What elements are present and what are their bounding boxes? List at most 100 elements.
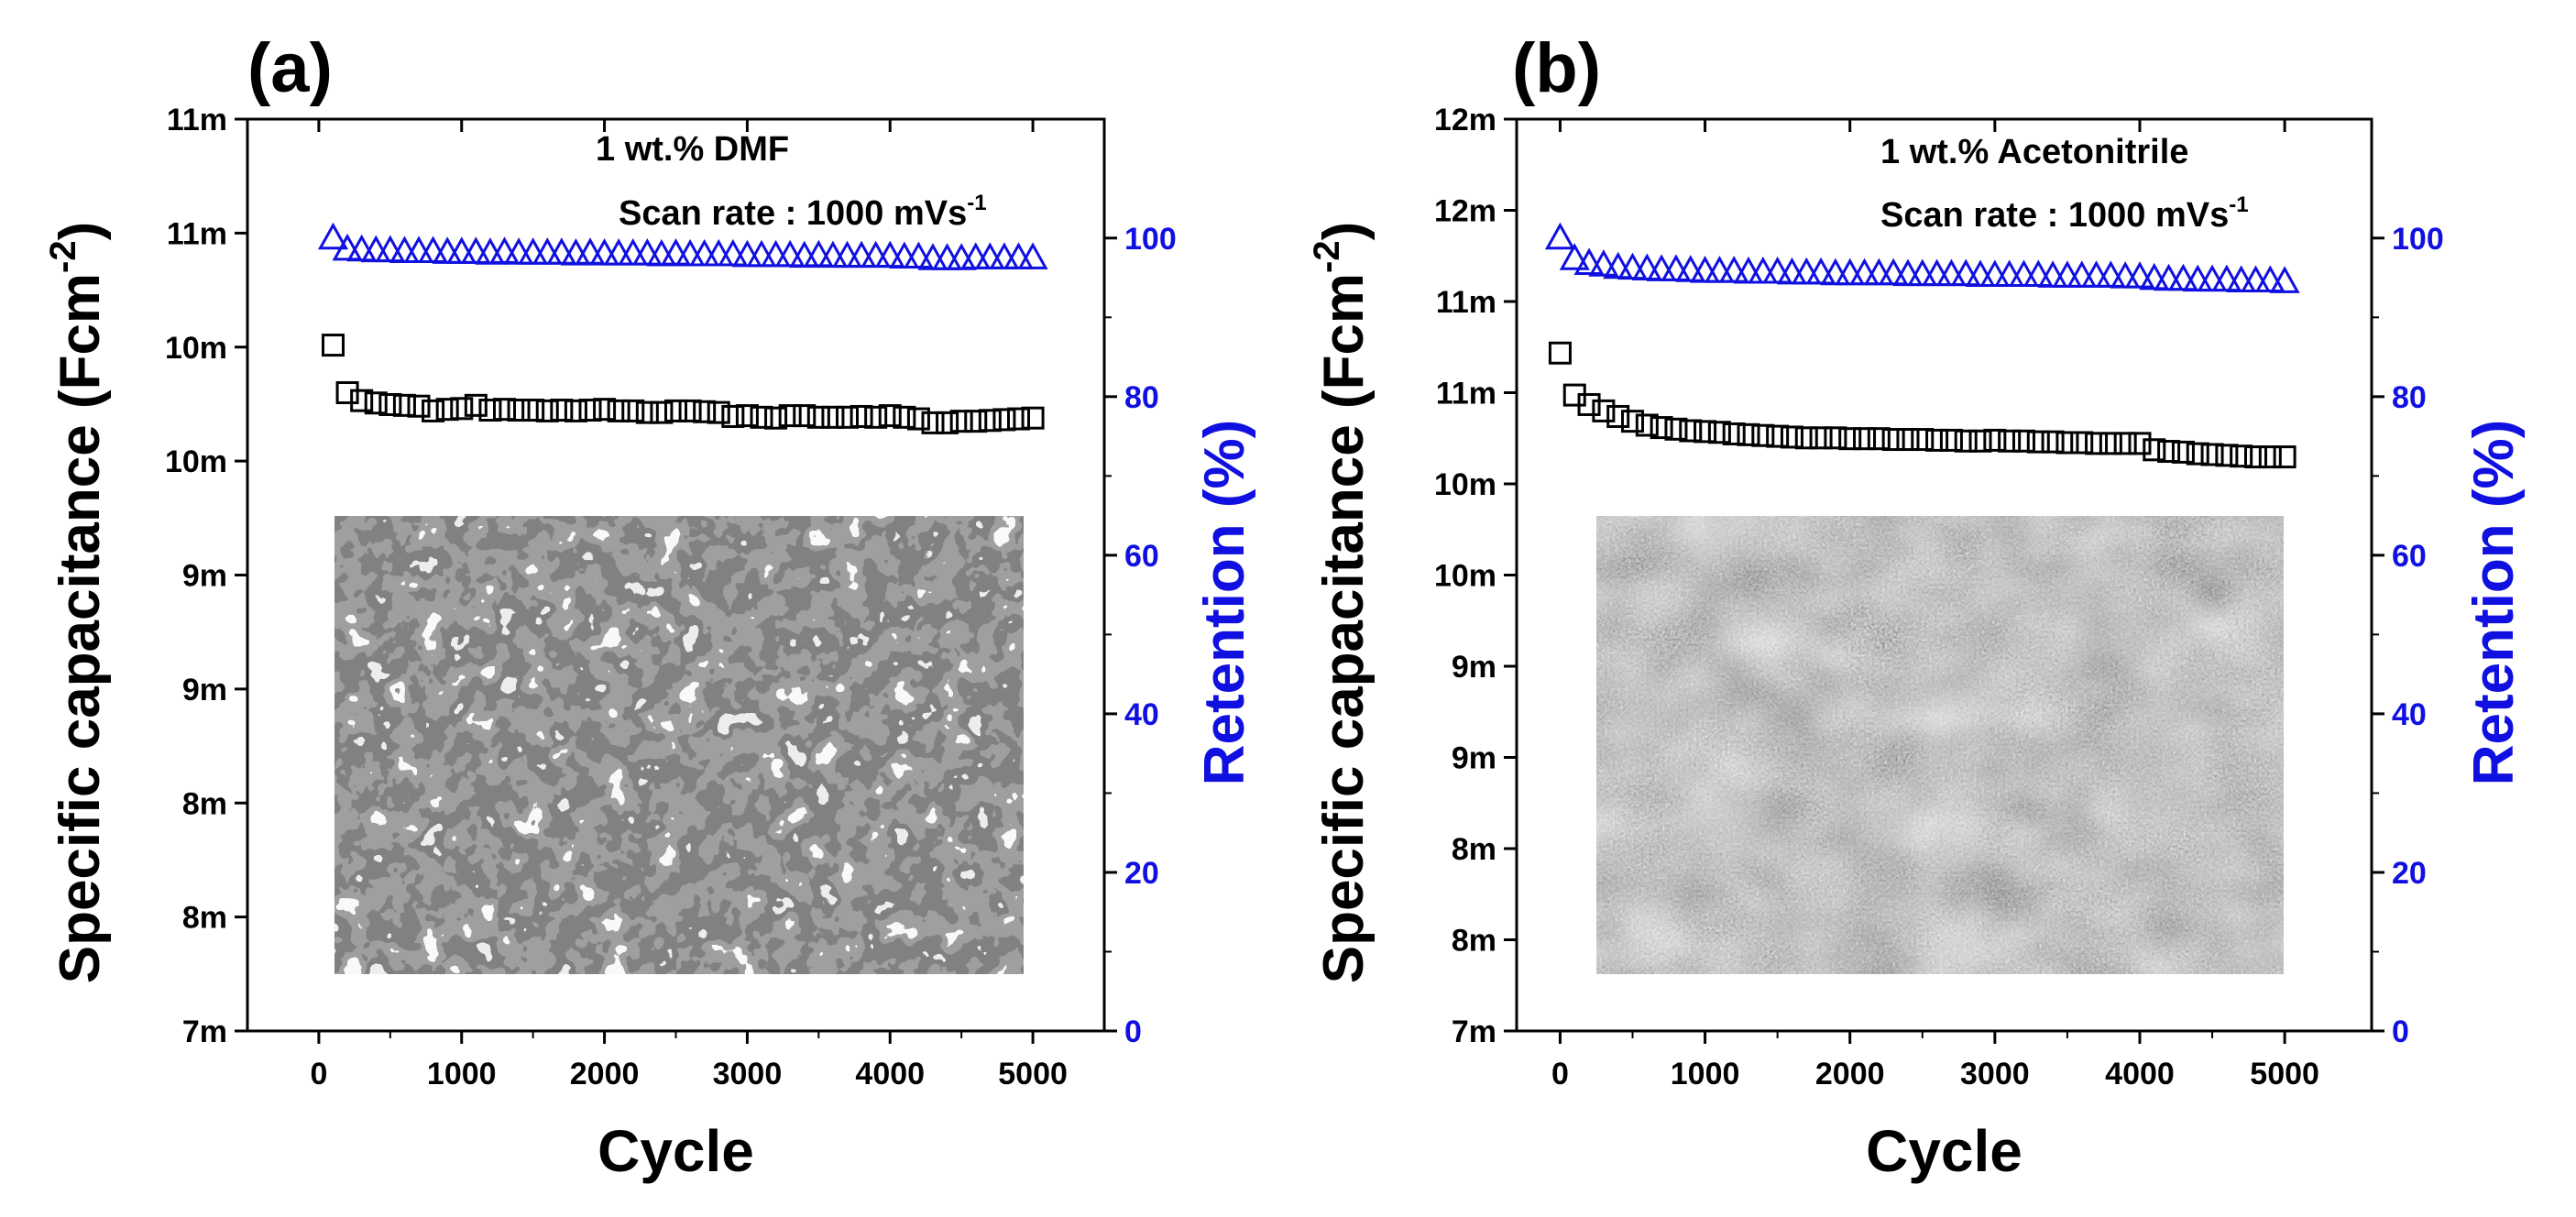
data-point-square: [2085, 432, 2109, 455]
data-point-square: [1794, 426, 1818, 450]
panel-b: 0 1000 2000 3000 4000 50007m8m8m9m9m10m10m11m…: [1307, 29, 2526, 1184]
y-left-axis-title: Specific capacitance (Fcm-2): [1307, 222, 1376, 984]
panel-label: (b): [1512, 29, 1601, 107]
data-point-square: [821, 405, 845, 429]
y-right-tick-label: 100: [1124, 222, 1177, 257]
data-point-square: [992, 408, 1016, 432]
sem-inset-image: [334, 516, 1024, 974]
data-point-square: [978, 409, 1002, 433]
data-point-square: [335, 381, 359, 404]
data-point-square: [806, 405, 830, 429]
data-point-square: [1925, 428, 1949, 452]
data-point-triangle: [2066, 260, 2098, 288]
data-point-square: [964, 410, 988, 433]
data-point-square: [635, 400, 659, 424]
data-point-triangle: [2022, 259, 2054, 287]
y-axis-closing: ): [49, 222, 112, 241]
data-point-triangle: [575, 237, 606, 265]
x-tick-label: 5000: [2250, 1057, 2319, 1091]
data-point-triangle: [631, 238, 663, 266]
data-point-triangle: [2154, 263, 2185, 291]
data-point-square: [507, 399, 531, 422]
x-tick-label: 4000: [2105, 1057, 2175, 1091]
data-point-triangle: [1994, 259, 2025, 287]
data-point-square: [578, 399, 602, 422]
series-capacitance: [1548, 341, 2296, 469]
x-tick-label: 1000: [427, 1057, 497, 1091]
x-tick-label: 0: [310, 1057, 327, 1091]
data-point-triangle: [418, 236, 449, 263]
y-left-tick-label: 8m: [182, 786, 227, 821]
data-point-square: [2143, 438, 2166, 462]
data-point-triangle: [1922, 258, 1953, 287]
data-point-square: [721, 404, 745, 428]
data-point-square: [850, 404, 873, 428]
data-point-triangle: [1820, 258, 1851, 286]
x-tick-label: 3000: [713, 1057, 783, 1091]
data-point-triangle: [1631, 253, 1662, 281]
data-point-square: [1954, 429, 1978, 453]
y-axis-closing: ): [1312, 222, 1376, 241]
data-point-triangle: [1603, 251, 1634, 280]
data-point-square: [1664, 417, 1688, 441]
data-point-triangle: [2095, 260, 2126, 288]
data-point-triangle: [1617, 252, 1649, 280]
data-point-square: [2171, 440, 2195, 464]
data-point-square: [1983, 428, 2007, 452]
x-tick-label: 3000: [1960, 1057, 2030, 1091]
data-point-triangle: [1878, 258, 1909, 286]
y-left-tick-label: 10m: [165, 331, 227, 366]
data-point-square: [422, 399, 445, 422]
data-point-square: [1548, 341, 1572, 365]
data-point-square: [1939, 428, 1963, 452]
x-tick-label: 1000: [1671, 1057, 1740, 1091]
data-point-triangle: [2167, 263, 2198, 291]
data-point-triangle: [2182, 264, 2213, 292]
data-point-triangle: [2139, 262, 2170, 291]
data-point-triangle: [460, 236, 491, 264]
y-right-tick-label: 100: [2392, 222, 2444, 257]
data-point-triangle: [660, 238, 692, 266]
data-point-square: [735, 404, 759, 428]
data-point-square: [1911, 428, 1935, 452]
annotation-scan-rate: Scan rate : 1000 mVs-1: [1880, 192, 2249, 235]
data-point-square: [450, 397, 474, 421]
data-point-square: [878, 404, 902, 428]
data-point-triangle: [375, 235, 406, 263]
data-point-square: [550, 399, 574, 422]
data-point-square: [593, 398, 617, 422]
data-point-triangle: [1835, 258, 1866, 286]
x-tick-label: 0: [1551, 1057, 1569, 1091]
y-right-tick-label: 40: [1124, 697, 1159, 732]
data-point-square: [2215, 444, 2239, 467]
data-point-square: [2258, 445, 2282, 469]
data-point-triangle: [1950, 258, 1981, 287]
x-tick-label: 4000: [855, 1057, 925, 1091]
y-left-axis-title: Specific capacitance (Fcm-2): [43, 222, 112, 984]
y-left-tick-label: 7m: [1452, 1014, 1496, 1049]
data-point-triangle: [1863, 258, 1894, 286]
data-point-square: [1737, 422, 1760, 446]
data-point-triangle: [2254, 265, 2286, 293]
data-point-square: [906, 407, 930, 431]
x-tick-label: 2000: [1815, 1057, 1885, 1091]
data-point-triangle: [1848, 258, 1880, 286]
data-point-square: [2230, 444, 2253, 468]
data-point-triangle: [2080, 260, 2112, 288]
data-point-triangle: [1762, 256, 1793, 284]
y-left-tick-label: 10m: [1434, 559, 1496, 594]
x-tick-label: 2000: [570, 1057, 640, 1091]
data-point-square: [2011, 429, 2035, 453]
data-point-triangle: [2269, 266, 2300, 293]
y-left-tick-label: 8m: [182, 901, 227, 936]
data-point-square: [435, 398, 459, 422]
data-point-square: [2186, 442, 2209, 466]
data-point-triangle: [2197, 264, 2228, 292]
data-point-square: [1838, 427, 1862, 451]
data-point-square: [1896, 428, 1920, 452]
y-left-tick-label: 12m: [1434, 194, 1496, 229]
data-point-square: [1679, 419, 1703, 443]
data-point-triangle: [1544, 222, 1575, 250]
data-point-square: [392, 393, 416, 417]
data-point-square: [1007, 407, 1030, 431]
